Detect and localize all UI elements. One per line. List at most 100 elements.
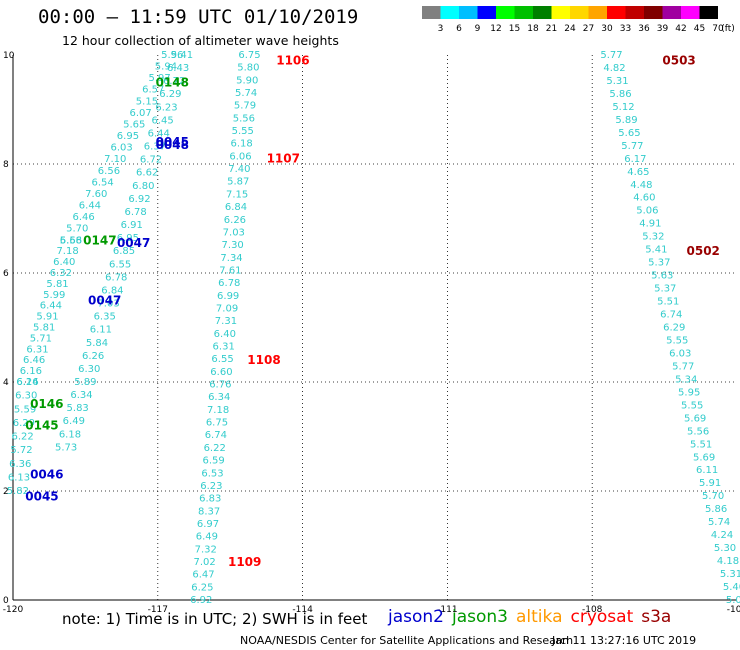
wave-height-value: 5.77	[621, 141, 643, 152]
wave-height-value: 6.44	[40, 301, 62, 312]
wave-height-value: 4.60	[633, 193, 655, 204]
color-swatch	[588, 6, 607, 19]
wave-height-value: 6.75	[238, 50, 260, 61]
color-scale-label: 15	[509, 24, 520, 34]
color-swatch	[477, 6, 496, 19]
wave-height-value: 6.40	[214, 329, 236, 340]
pass-time-label: 0147	[83, 233, 116, 247]
wave-height-value: 6.92	[128, 194, 150, 205]
color-scale-label: 6	[456, 24, 462, 34]
wave-height-value: 5.79	[234, 101, 256, 112]
wave-height-value: 6.23	[155, 102, 177, 113]
wave-height-value: 6.29	[159, 89, 181, 100]
wave-height-value: 6.11	[696, 465, 718, 476]
wave-height-value: 6.36	[9, 459, 31, 470]
pass-time-label: 0048	[156, 138, 189, 152]
wave-height-value: 6.84	[225, 202, 247, 213]
wave-height-value: 7.30	[222, 240, 244, 251]
color-swatch	[514, 6, 533, 19]
wave-height-value: 5.97	[148, 73, 170, 84]
wave-height-value: 6.49	[63, 416, 85, 427]
wave-height-value: 6.55	[211, 354, 233, 365]
pass-time-label: 0045	[25, 489, 58, 503]
color-scale-label: 33	[620, 24, 631, 34]
wave-height-value: 7.10	[104, 154, 126, 165]
wave-height-value: 5.51	[657, 297, 679, 308]
satellite-legend: jason2 jason3 altika cryosat s3a	[388, 607, 679, 627]
wave-height-value: 6.84	[101, 285, 123, 296]
wave-height-value: 5.69	[684, 413, 706, 424]
wave-height-value: 6.44	[79, 201, 101, 212]
wave-height-value: 5.70	[702, 491, 724, 502]
wave-height-value: 6.34	[70, 390, 92, 401]
color-swatch	[607, 6, 626, 19]
wave-height-value: 6.06	[229, 151, 251, 162]
wave-height-value: 5.80	[237, 63, 259, 74]
wave-height-value: 6.32	[50, 268, 72, 279]
wave-height-value: 5.59	[14, 404, 36, 415]
wave-height-value: 5.41	[171, 50, 193, 61]
color-swatch	[440, 6, 459, 19]
wave-height-value: 6.72	[140, 155, 162, 166]
pass-time-label: 0047	[88, 293, 121, 307]
wave-height-value: 5.95	[678, 387, 700, 398]
wave-height-value: 6.22	[204, 443, 226, 454]
wave-height-value: 5.34	[675, 374, 697, 385]
wave-height-value: 6.17	[624, 154, 646, 165]
wave-height-value: 5.82	[7, 486, 29, 497]
wave-height-value: 5.69	[693, 452, 715, 463]
wave-height-value: 6.78	[105, 272, 127, 283]
y-tick-label: 0	[3, 596, 9, 606]
wave-height-value: 6.44	[148, 128, 170, 139]
color-scale-label: 45	[694, 24, 705, 34]
wave-height-value: 7.31	[215, 316, 237, 327]
wave-height-value: 6.57	[142, 85, 164, 96]
wave-height-value: 5.96	[161, 50, 183, 61]
wave-height-value: 5.73	[55, 442, 77, 453]
x-tick-label: -105	[727, 605, 740, 615]
wave-height-value: 4.18	[717, 556, 739, 567]
pass-time-label: 0047	[117, 236, 150, 250]
wave-height-value: 5.90	[236, 75, 258, 86]
wave-height-value: 6.54	[91, 177, 113, 188]
wave-height-value: 5.81	[33, 323, 55, 334]
credit-line: NOAA/NESDIS Center for Satellite Applica…	[240, 634, 574, 647]
color-scale-legend: 3 6 9 12 15 18 21 24 27 30 33 36 39 42 45 70(ft)	[422, 6, 735, 34]
wave-height-value: 4.82	[603, 63, 625, 74]
color-scale-unit: (ft)	[721, 24, 735, 34]
wave-height-value: 4.24	[711, 530, 733, 541]
pass-time-label: 0148	[156, 75, 189, 89]
pass-time-label: 1108	[247, 353, 280, 367]
wave-height-value: 6.43	[167, 63, 189, 74]
color-scale-label: 30	[601, 24, 613, 34]
wave-height-value: 5.99	[43, 290, 65, 301]
wave-height-value: 5.77	[600, 50, 622, 61]
wave-height-value: 6.75	[206, 418, 228, 429]
color-swatch	[662, 6, 681, 19]
color-swatch	[459, 6, 478, 19]
wave-height-value: 5.91	[699, 478, 721, 489]
wave-height-value: 6.78	[218, 278, 240, 289]
wave-height-value: 6.95	[117, 131, 139, 142]
wave-height-value: 6.80	[132, 181, 154, 192]
wave-height-value: 6.53	[201, 468, 223, 479]
wave-height-value: 5.83	[67, 403, 89, 414]
color-scale-label: 21	[546, 24, 557, 34]
generation-timestamp: Jan 11 13:27:16 UTC 2019	[552, 634, 697, 647]
wave-height-value: 6.16	[20, 366, 42, 377]
wave-height-value: 5.74	[708, 517, 730, 528]
wave-height-value: 7.03	[97, 299, 119, 310]
wave-height-value: 5.66	[60, 235, 82, 246]
wave-height-value: 6.22	[12, 432, 34, 443]
legend-entry-jason3: jason3	[452, 607, 508, 627]
wave-height-value: 6.59	[202, 456, 224, 467]
color-scale-label: 36	[638, 24, 650, 34]
color-swatch	[699, 6, 718, 19]
wave-height-value: 5.55	[681, 400, 703, 411]
pass-time-label: 0503	[662, 53, 695, 67]
wave-height-value: 6.26	[16, 377, 38, 388]
wave-height-value: 6.46	[72, 212, 94, 223]
wave-height-value: 5.89	[615, 115, 637, 126]
wave-height-value: 5.06	[636, 206, 658, 217]
wave-height-value: 5.31	[606, 76, 628, 87]
